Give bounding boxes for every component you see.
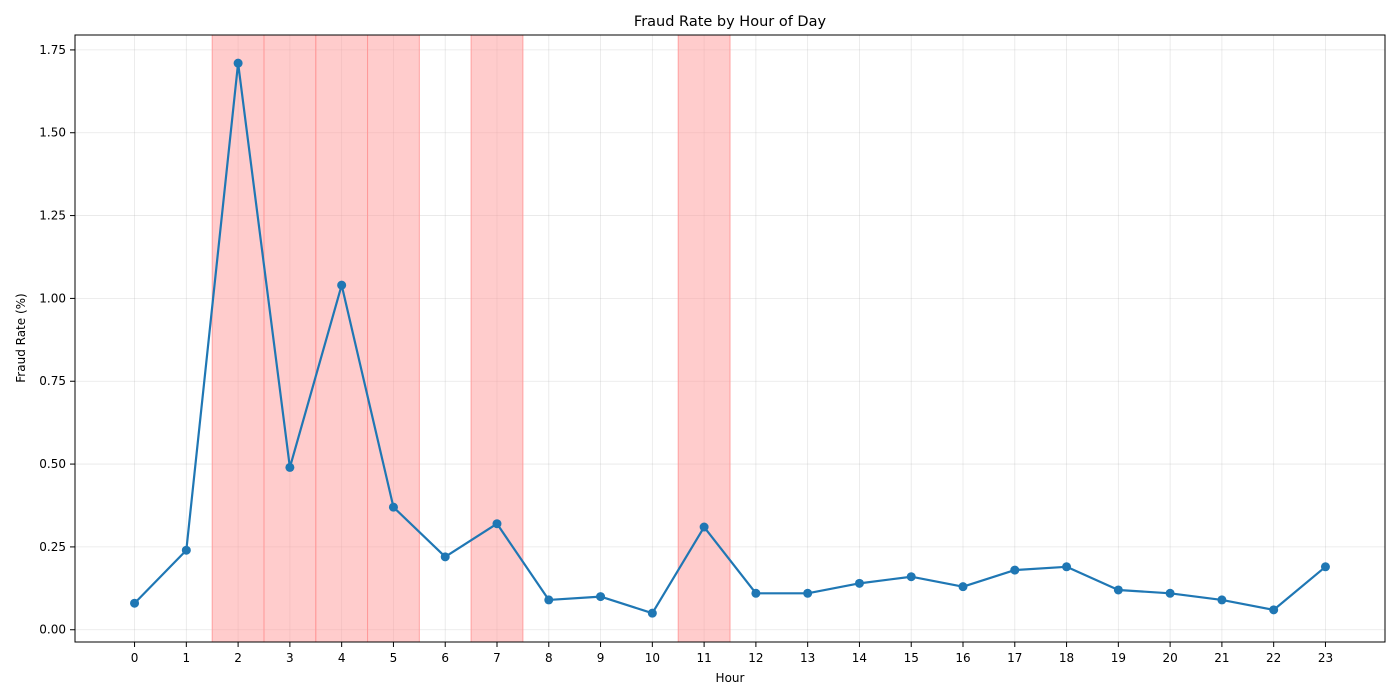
data-point-hour-5 (388, 502, 398, 512)
x-tick-label: 20 (1162, 651, 1177, 665)
tick-labels: 0 1 2 3 4 5 6 7 8 9 10 11 12 13 14 15 16 17 18 19 20 21 22 230.… (39, 43, 1333, 665)
x-tick-label: 0 (131, 651, 139, 665)
highlight-band-hour-11 (677, 34, 731, 643)
data-point-hour-9 (596, 592, 606, 602)
y-tick-label: 0.75 (39, 374, 66, 388)
data-point-hour-11 (699, 522, 709, 532)
data-point-hour-6 (440, 552, 450, 562)
y-tick-label: 1.00 (39, 291, 66, 305)
data-point-hour-4 (337, 280, 347, 290)
x-tick-label: 22 (1266, 651, 1281, 665)
chart-title: Fraud Rate by Hour of Day (634, 14, 827, 30)
data-point-hour-7 (492, 519, 502, 529)
data-point-hour-2 (233, 58, 243, 68)
x-tick-label: 4 (338, 651, 346, 665)
x-tick-label: 10 (645, 651, 660, 665)
x-tick-label: 8 (545, 651, 553, 665)
data-point-hour-22 (1269, 605, 1279, 615)
y-axis-title: Fraud Rate (%) (14, 293, 28, 382)
x-tick-label: 3 (286, 651, 294, 665)
x-tick-label: 13 (800, 651, 815, 665)
x-tick-label: 7 (493, 651, 501, 665)
data-point-hour-21 (1217, 595, 1227, 605)
highlight-band-hour-7 (470, 34, 524, 643)
highlight-bands (211, 34, 731, 643)
highlight-band-hour-5 (367, 34, 420, 643)
data-point-hour-14 (854, 578, 864, 588)
highlight-band-hour-4 (315, 34, 369, 643)
x-tick-label: 9 (597, 651, 605, 665)
x-axis-title: Hour (716, 671, 745, 685)
data-point-hour-15 (906, 572, 916, 582)
x-tick-label: 19 (1111, 651, 1126, 665)
series-line (133, 62, 1327, 615)
highlight-band-hour-2 (211, 34, 265, 643)
x-tick-label: 23 (1318, 651, 1333, 665)
x-tick-label: 1 (183, 651, 191, 665)
data-point-hour-16 (958, 582, 968, 592)
x-tick-label: 18 (1059, 651, 1074, 665)
highlight-band-hour-3 (263, 34, 317, 643)
data-point-hour-0 (130, 598, 140, 608)
x-tick-label: 15 (904, 651, 919, 665)
data-point-hour-20 (1165, 588, 1175, 598)
y-tick-label: 0.50 (39, 457, 66, 471)
data-point-hour-8 (544, 595, 554, 605)
y-tick-label: 0.00 (39, 623, 66, 637)
x-tick-label: 5 (390, 651, 398, 665)
axes-frame (70, 34, 1386, 647)
x-tick-label: 6 (441, 651, 449, 665)
x-tick-label: 2 (234, 651, 242, 665)
y-tick-label: 1.50 (39, 126, 66, 140)
y-tick-label: 1.25 (39, 209, 66, 223)
data-point-hour-13 (803, 588, 813, 598)
series-layer (130, 58, 1330, 618)
x-tick-label: 21 (1214, 651, 1229, 665)
data-point-hour-18 (1062, 562, 1072, 572)
y-tick-label: 0.25 (39, 540, 66, 554)
data-point-hour-3 (285, 462, 295, 472)
x-tick-label: 17 (1007, 651, 1022, 665)
data-point-hour-19 (1113, 585, 1123, 595)
data-point-hour-10 (647, 608, 657, 618)
data-point-hour-23 (1320, 562, 1330, 572)
data-point-hour-17 (1010, 565, 1020, 575)
x-tick-label: 12 (748, 651, 763, 665)
data-point-hour-1 (181, 545, 191, 555)
plot-frame (74, 34, 1386, 643)
data-point-hour-12 (751, 588, 761, 598)
x-tick-label: 14 (852, 651, 867, 665)
x-tick-label: 16 (955, 651, 970, 665)
y-tick-label: 1.75 (39, 43, 66, 57)
x-tick-label: 11 (696, 651, 711, 665)
